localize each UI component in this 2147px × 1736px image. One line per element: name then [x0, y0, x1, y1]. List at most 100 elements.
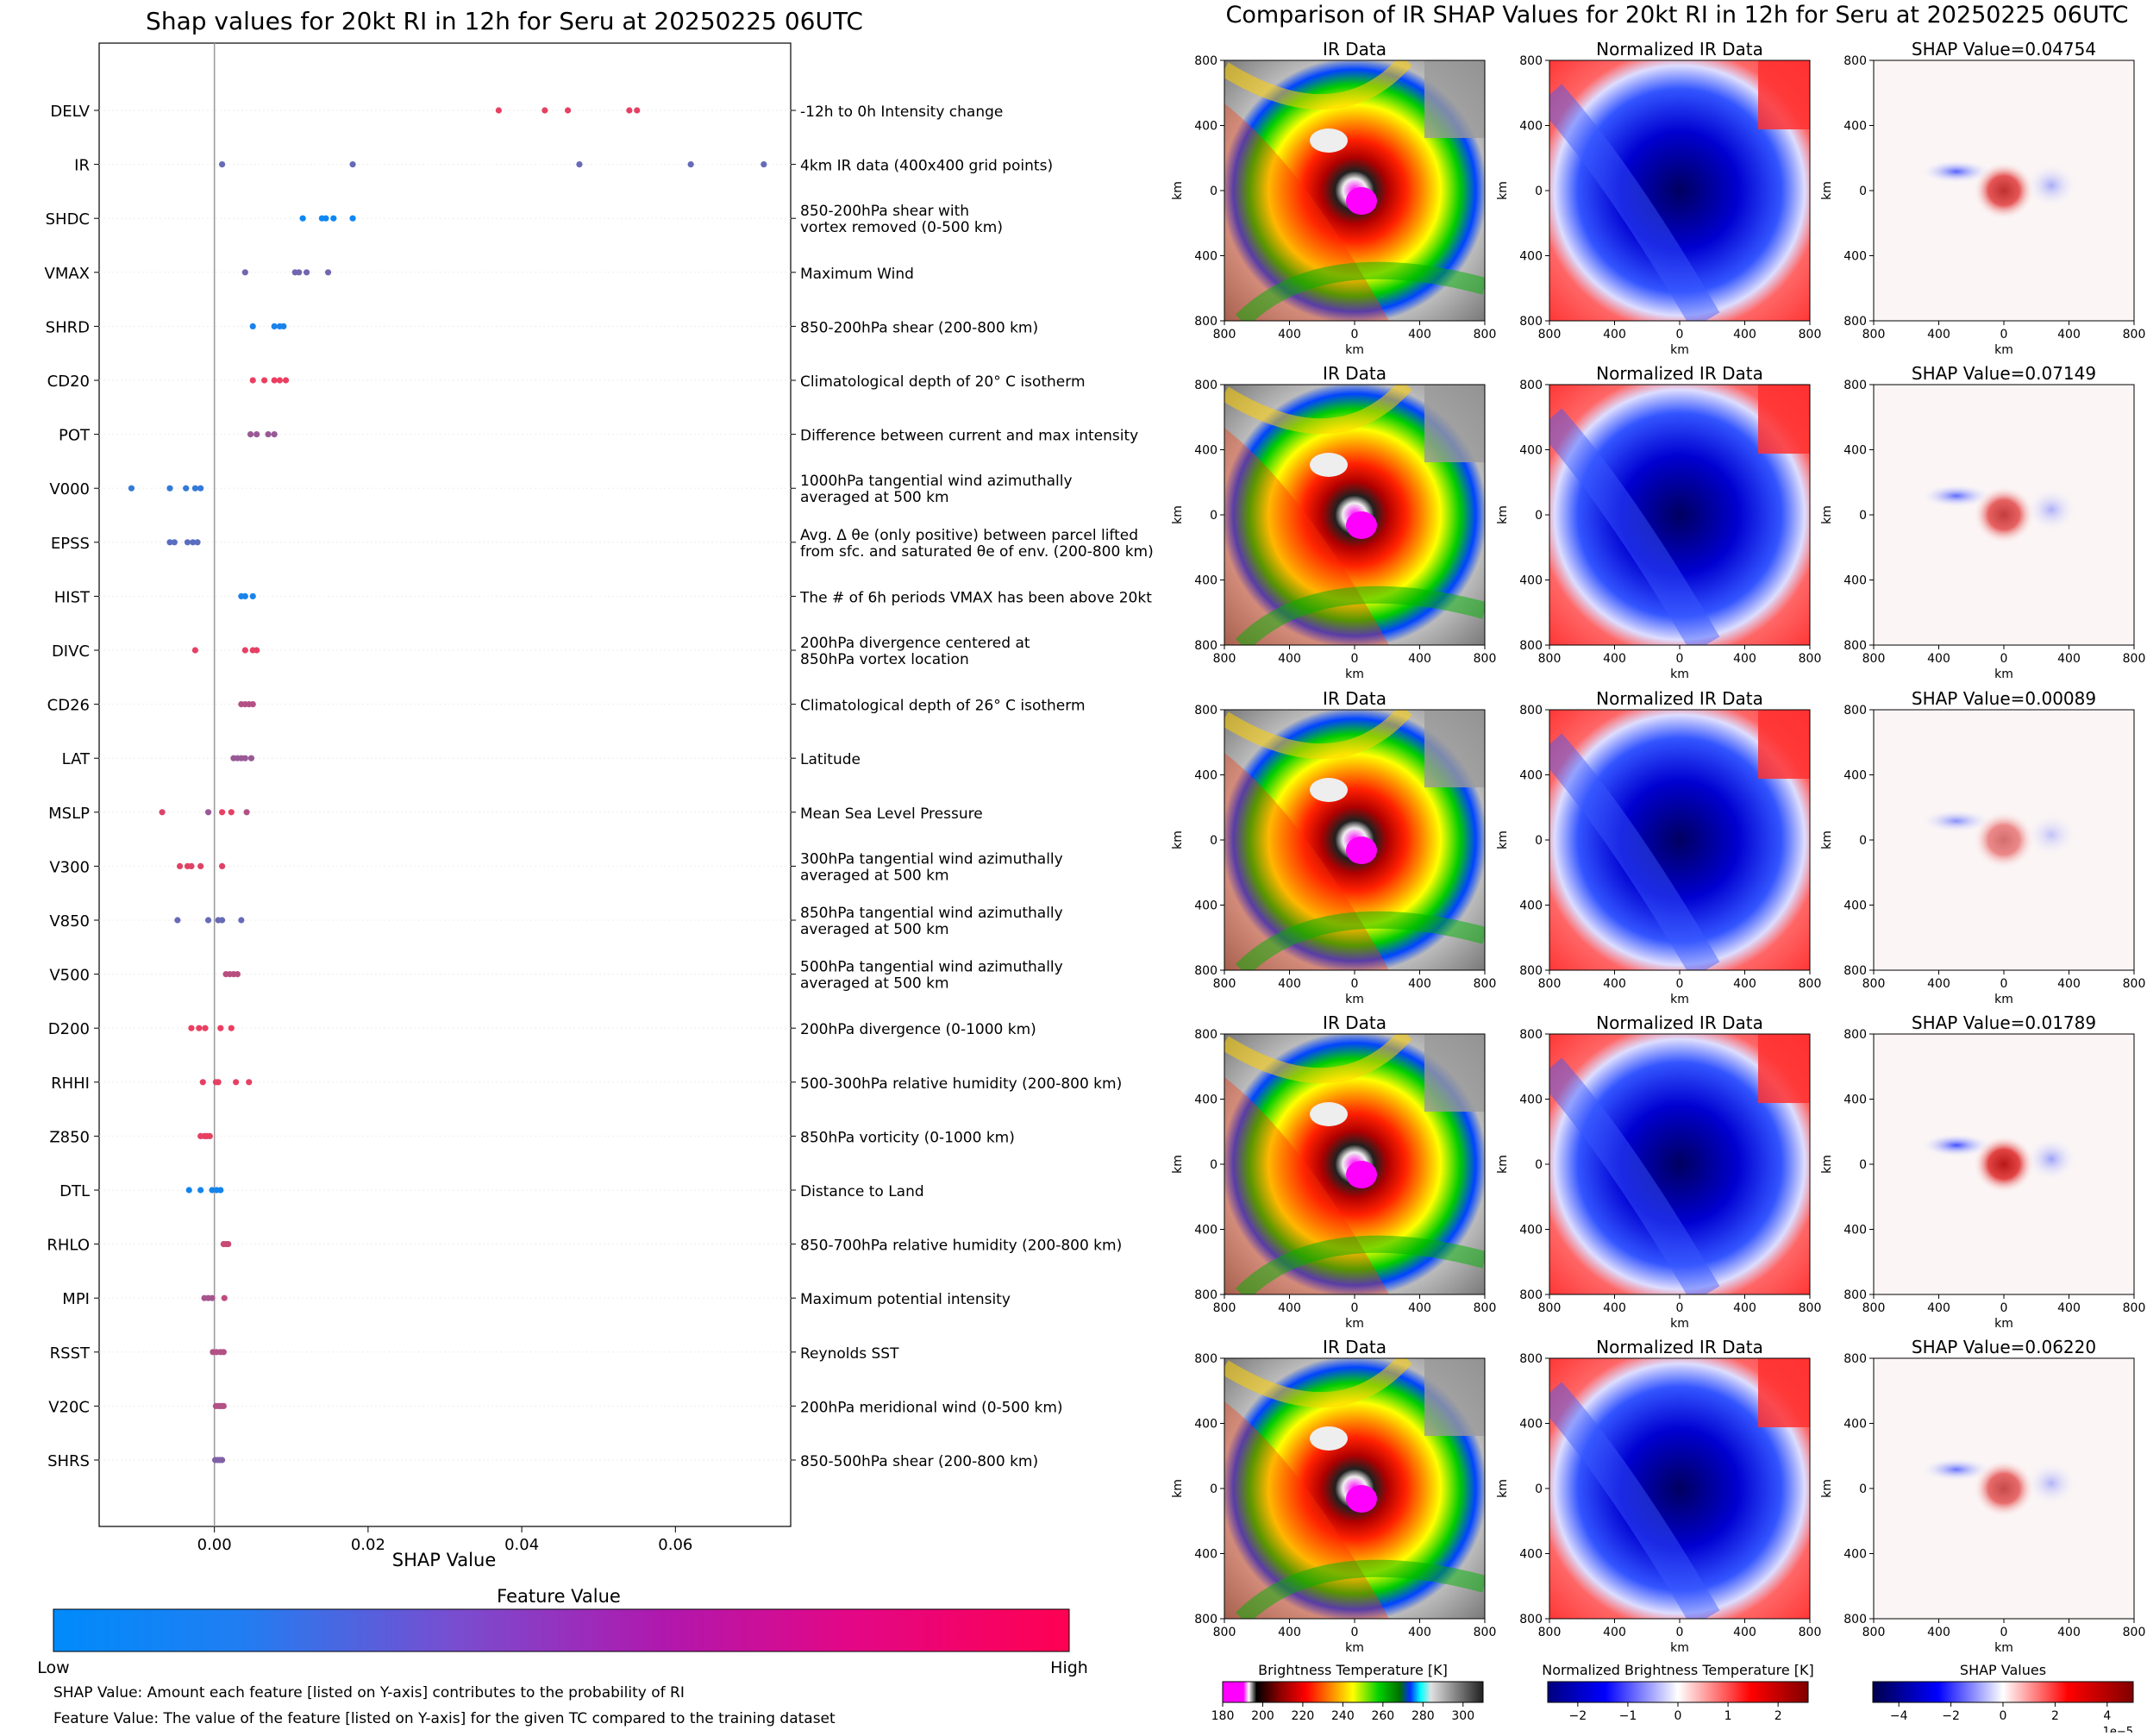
panel-x-tick-label: 0: [1676, 328, 1684, 342]
feature-description: 850-500hPa shear (200-800 km): [800, 1453, 1038, 1470]
cold-core: [1346, 1161, 1377, 1188]
panel-y-axis-label: km: [1171, 1479, 1185, 1498]
warm-region: [1758, 385, 1810, 454]
panel-title: Normalized IR Data: [1596, 363, 1763, 384]
panel-x-tick-label: 0: [2000, 328, 2008, 342]
cold-core: [1346, 837, 1377, 864]
panel-image: [1549, 385, 1810, 645]
shap-point: [241, 647, 248, 654]
panel-y-tick-label: 400: [1194, 574, 1217, 588]
panel-title: IR Data: [1323, 39, 1386, 60]
shap-positive-core: [1973, 161, 2035, 220]
feature-description: averaged at 500 km: [800, 921, 949, 938]
shap-point: [238, 917, 245, 924]
panel-r2-c2: Normalized IR Data8008004004000040040080…: [1496, 363, 1821, 681]
cloud-top: [1310, 128, 1348, 153]
spiral-band: [1224, 1034, 1412, 1083]
x-tick-label: 0.00: [197, 1536, 232, 1554]
colorbar-tick-label: 2: [2051, 1709, 2059, 1723]
shap-point: [199, 1079, 206, 1086]
shap-point: [128, 485, 135, 492]
panel-x-tick-label: 400: [2057, 652, 2081, 666]
shap-point: [265, 431, 272, 438]
panel-y-tick-label: 800: [1519, 964, 1543, 978]
panel-x-tick-label: 400: [1927, 977, 1950, 991]
panel-image: [1549, 710, 1810, 970]
panel-y-tick-label: 400: [1519, 1548, 1543, 1562]
shap-point: [218, 161, 226, 168]
panel-y-tick-label: 400: [1519, 1094, 1543, 1107]
panel-y-tick-label: 400: [1843, 1094, 1867, 1107]
panel-x-tick-label: 800: [1799, 977, 1822, 991]
panel-x-tick-label: 800: [1862, 328, 1886, 342]
panel-y-axis-label: km: [1496, 181, 1510, 200]
panel-x-tick-label: 400: [1603, 1626, 1626, 1639]
panel-y-tick-label: 400: [1519, 1224, 1543, 1238]
shap-negative-area: [2025, 1461, 2077, 1506]
panel-x-tick-label: 800: [1538, 1626, 1562, 1639]
feature-name-vmax: VMAX: [45, 265, 91, 283]
shap-negative-area: [2025, 487, 2077, 532]
shap-point: [243, 809, 250, 816]
shap-point: [218, 809, 226, 816]
panel-r1-c2: Normalized IR Data8008004004000040040080…: [1496, 39, 1821, 357]
clear-region: [1424, 385, 1485, 462]
panel-y-tick-label: 800: [1194, 704, 1217, 718]
panel-title: Normalized IR Data: [1596, 39, 1763, 60]
panel-y-tick-label: 400: [1194, 1094, 1217, 1107]
cloud-top: [1310, 453, 1348, 477]
feature-description: 850-200hPa shear (200-800 km): [800, 319, 1038, 336]
panel-x-tick-label: 800: [1538, 977, 1562, 991]
spiral-band: [1235, 261, 1485, 321]
cold-core: [1346, 187, 1377, 215]
panel-x-tick-label: 800: [1862, 1626, 1886, 1639]
shap-point: [206, 1132, 213, 1139]
panel-image: [1874, 385, 2134, 645]
feature-description: 850hPa vorticity (0-1000 km): [800, 1129, 1015, 1146]
spiral-band: [1235, 586, 1485, 645]
shap-point: [215, 1079, 222, 1086]
shap-point: [249, 377, 256, 384]
panel-x-tick-label: 0: [1351, 652, 1359, 666]
panel-x-tick-label: 0: [1351, 1626, 1359, 1639]
panel-y-tick-label: 800: [1519, 315, 1543, 329]
panel-x-tick-label: 400: [1408, 1626, 1431, 1639]
panel-x-axis-label: km: [1670, 667, 1689, 681]
panel-x-tick-label: 800: [2123, 652, 2146, 666]
chart-title: Shap values for 20kt RI in 12h for Seru …: [146, 7, 863, 35]
feature-name-cd26: CD26: [47, 697, 90, 715]
cloud-top: [1310, 778, 1348, 802]
spiral-band: [1224, 385, 1412, 434]
feature-name-v000: V000: [49, 480, 90, 498]
spiral-band: [1549, 733, 1720, 970]
panel-x-tick-label: 400: [1278, 1626, 1301, 1639]
feature-description: The # of 6h periods VMAX has been above …: [799, 589, 1152, 606]
panel-y-tick-label: 800: [1194, 1288, 1217, 1302]
spiral-band: [1549, 84, 1720, 321]
colorbar-tick-label: 4: [2103, 1709, 2111, 1723]
panel-y-axis-label: km: [1496, 1479, 1510, 1498]
panel-x-tick-label: 0: [1351, 1301, 1359, 1315]
clear-region: [1424, 1358, 1485, 1436]
shap-point: [249, 592, 256, 600]
colorbar-label: SHAP Values: [1960, 1662, 2046, 1678]
panel-r1-c3: SHAP Value=0.047548008004004000040040080…: [1820, 39, 2145, 357]
shap-point: [191, 647, 198, 654]
warm-region: [1758, 1358, 1810, 1427]
panel-y-tick-label: 400: [1519, 1418, 1543, 1432]
panel-x-tick-label: 400: [1603, 977, 1626, 991]
shap-point: [188, 862, 195, 870]
panel-x-tick-label: 400: [1733, 652, 1756, 666]
panel-y-tick-label: 400: [1843, 899, 1867, 913]
colorbar-tick-label: 280: [1412, 1709, 1435, 1723]
panel-y-axis-label: km: [1820, 1479, 1834, 1498]
panel-image: [1224, 60, 1485, 321]
shap-point: [221, 1294, 228, 1301]
panel-y-tick-label: 800: [1843, 54, 1867, 68]
feature-name-rhhi: RHHI: [51, 1075, 90, 1093]
spiral-band: [1549, 408, 1720, 645]
shap-point: [761, 161, 767, 168]
panel-image: [1224, 1034, 1485, 1294]
feature-name-z850: Z850: [49, 1128, 90, 1146]
